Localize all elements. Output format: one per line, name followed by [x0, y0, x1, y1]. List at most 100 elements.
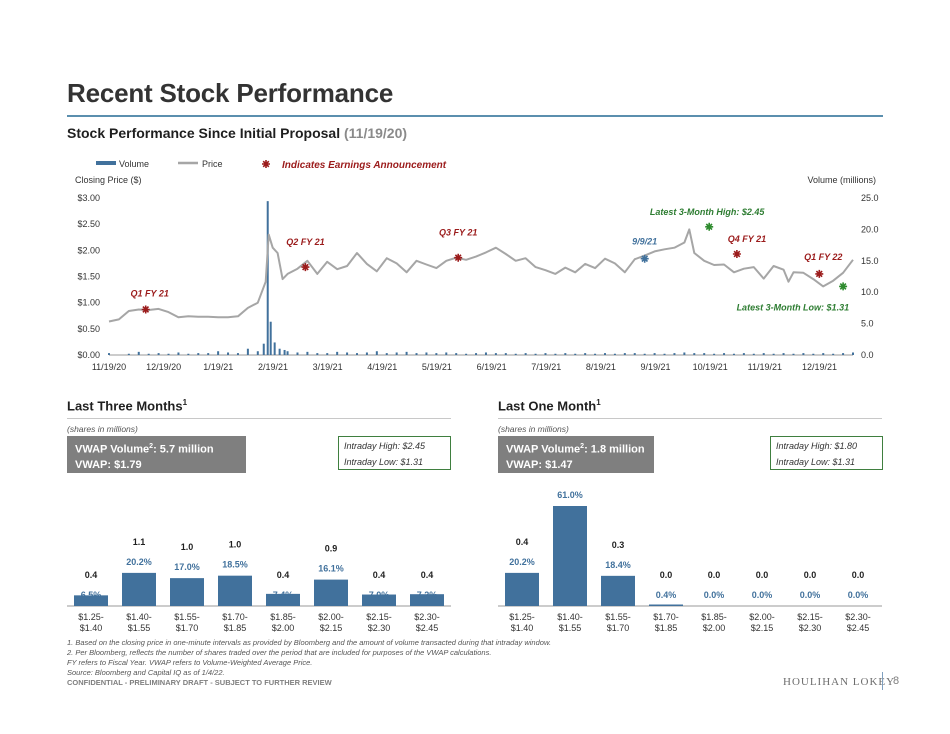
marker-icon [141, 305, 150, 314]
x-tick-label: 1/19/21 [203, 362, 233, 372]
one-month-percent-label: 18.4% [605, 560, 631, 570]
volume-bar [584, 353, 587, 355]
volume-bar [273, 342, 276, 355]
three-months-bar [74, 595, 108, 606]
marker-label: Latest 3-Month Low: $1.31 [737, 302, 850, 312]
one-month-category-label: $2.30 [799, 623, 822, 633]
footnote-source: Source: Bloomberg and Capital IQ as of 1… [67, 668, 225, 677]
volume-bar [524, 353, 527, 355]
three-months-category-label: $1.85 [224, 623, 247, 633]
three-months-value-label: 0.4 [85, 570, 98, 580]
volume-bar [822, 353, 825, 355]
one-month-category-label: $2.45 [847, 623, 870, 633]
one-month-category-label: $2.15- [797, 612, 823, 622]
three-months-category-label: $1.40 [80, 623, 103, 633]
volume-bar [713, 353, 716, 355]
volume-bar [752, 353, 755, 355]
volume-bar [772, 353, 775, 355]
volume-bar [177, 352, 180, 355]
marker-label: Q3 FY 21 [439, 228, 477, 238]
y-tick-left-label: $0.00 [77, 350, 100, 360]
x-tick-label: 11/19/20 [92, 362, 126, 372]
one-month-value-label: 0.3 [612, 540, 625, 550]
volume-bar [415, 353, 418, 355]
volume-bar [283, 349, 286, 355]
three-months-percent-label: 7.2% [417, 590, 438, 600]
volume-bar [673, 353, 676, 355]
y-tick-left-label: $1.00 [77, 298, 100, 308]
one-month-percent-label: 61.0% [557, 490, 583, 500]
one-month-bar [601, 575, 635, 606]
three-months-category-label: $1.40- [126, 612, 152, 622]
three-months-category-label: $1.85- [270, 612, 296, 622]
three-months-value-label: 0.4 [277, 570, 290, 580]
y-tick-left-label: $2.00 [77, 245, 100, 255]
three-months-note: (shares in millions) [67, 424, 138, 434]
three-months-vwap-price: VWAP: $1.79 [75, 458, 142, 471]
x-tick-label: 9/19/21 [641, 362, 671, 372]
one-month-vwap-volume: VWAP Volume2: 1.8 million [506, 439, 646, 458]
three-months-category-label: $2.15 [320, 623, 343, 633]
marker-icon [454, 253, 463, 262]
one-month-note: (shares in millions) [498, 424, 569, 434]
subtitle-date: (11/19/20) [343, 125, 408, 141]
one-month-percent-label: 0.0% [704, 590, 725, 600]
footnote-1: 1. Based on the closing price in one-min… [67, 638, 552, 647]
one-month-bar [553, 506, 587, 606]
volume-bar [703, 353, 706, 355]
x-tick-label: 2/19/21 [258, 362, 288, 372]
volume-bar [217, 351, 220, 355]
one-month-category-label: $2.30- [845, 612, 871, 622]
subtitle-main: Stock Performance Since Initial Proposal [67, 125, 341, 141]
three-months-percent-label: 7.4% [273, 590, 294, 600]
three-months-category-label: $2.30 [368, 623, 391, 633]
volume-bar [197, 353, 200, 355]
footnote-3: FY refers to Fiscal Year. VWAP refers to… [67, 658, 313, 667]
volume-bar [663, 353, 666, 355]
one-month-title-sup: 1 [596, 398, 601, 407]
x-tick-label: 5/19/21 [422, 362, 452, 372]
volume-bar [613, 353, 616, 355]
three-months-category-label: $2.45 [416, 623, 439, 633]
volume-bar [693, 353, 696, 355]
volume-bar [256, 351, 259, 355]
volume-bar [633, 353, 636, 355]
volume-bar [554, 353, 557, 355]
volume-bar [278, 348, 281, 355]
three-months-percent-label: 18.5% [222, 560, 248, 570]
volume-bar [365, 352, 368, 355]
marker-icon [815, 269, 824, 278]
y-tick-right-label: 25.0 [861, 193, 879, 203]
volume-bar [812, 353, 815, 355]
volume-bar [762, 353, 765, 355]
volume-bar [207, 353, 210, 355]
one-month-title-text: Last One Month [498, 398, 597, 414]
three-months-category-label: $2.00 [272, 623, 295, 633]
three-months-value-label: 0.4 [373, 570, 386, 580]
one-month-value-label: 0.0 [852, 570, 865, 580]
three-months-bar-chart: 6.5% 0.4 $1.25-$1.40 20.2% 1.1 $1.40-$1.55 17.… [67, 537, 451, 633]
volume-bar [356, 353, 358, 355]
volume-bar [842, 353, 845, 355]
three-months-bar [170, 578, 204, 606]
y-tick-right-label: 10.0 [861, 287, 879, 297]
volume-bar [564, 353, 567, 355]
y-axis-left-title: Closing Price ($) [75, 175, 142, 185]
three-months-percent-label: 7.0% [369, 590, 390, 600]
volume-bar [604, 353, 606, 355]
marker-icon [640, 254, 649, 263]
one-month-category-label: $1.55 [559, 623, 582, 633]
volume-bar [653, 353, 656, 355]
three-months-divider [67, 418, 451, 419]
y-axis-right-title: Volume (millions) [807, 175, 876, 185]
volume-bar [782, 353, 785, 355]
volume-bar [395, 352, 398, 355]
three-months-title-text: Last Three Months [67, 398, 183, 414]
volume-bar [187, 353, 190, 355]
three-months-vwap-volume-value: : 5.7 million [153, 443, 214, 456]
three-months-bar [410, 594, 444, 606]
three-months-intraday-low: Intraday Low: $1.31 [344, 457, 424, 467]
y-tick-left-label: $0.50 [77, 324, 100, 334]
three-months-value-label: 0.4 [421, 570, 434, 580]
three-months-percent-label: 16.1% [318, 564, 344, 574]
